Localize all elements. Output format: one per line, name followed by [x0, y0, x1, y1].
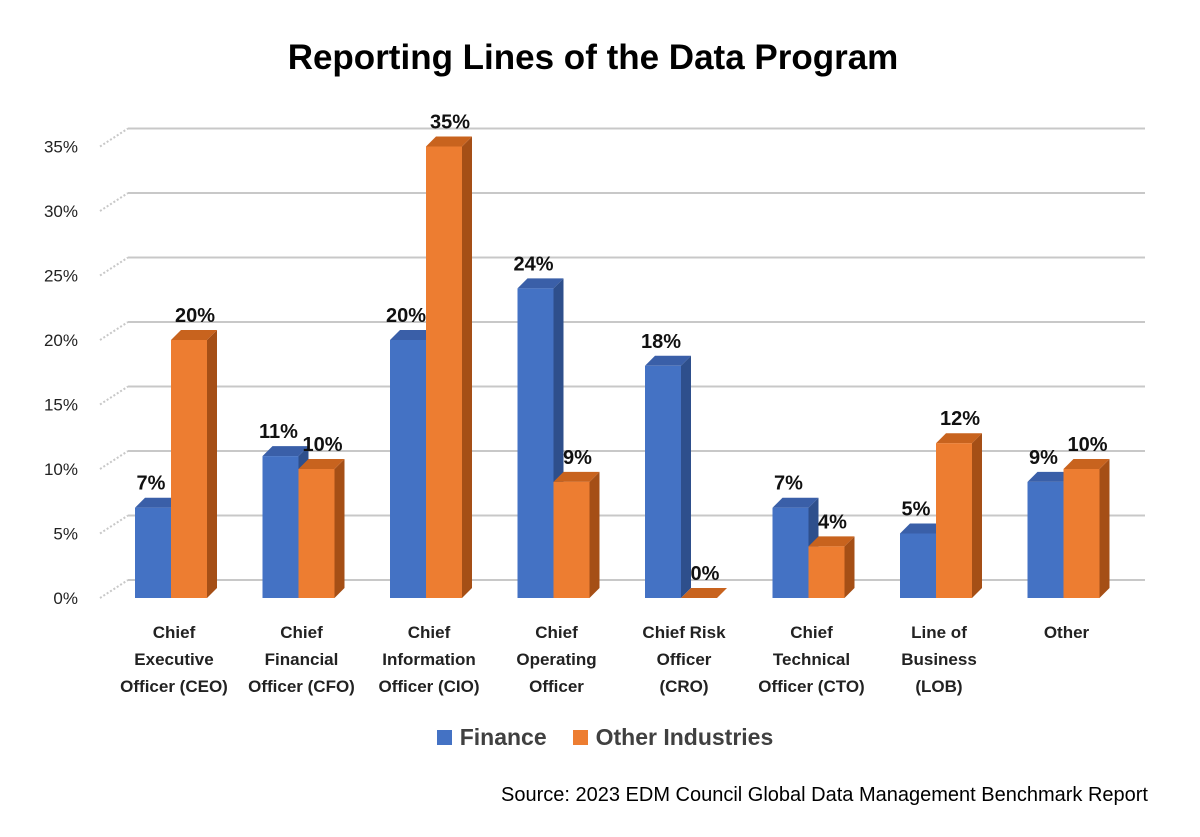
data-label-other-industries: 12%	[940, 408, 980, 430]
data-label-finance: 24%	[513, 253, 553, 275]
bars-layer	[135, 136, 1110, 598]
gridline	[99, 385, 1145, 406]
data-label-other-industries: 35%	[430, 112, 470, 134]
data-label-other-industries: 20%	[175, 305, 215, 327]
y-tick-label: 5%	[53, 525, 78, 544]
data-label-finance: 7%	[137, 473, 166, 495]
data-label-other-industries: 0%	[691, 563, 720, 585]
source-note: Source: 2023 EDM Council Global Data Man…	[501, 784, 1148, 806]
bar-other-industries	[681, 588, 727, 598]
data-label-finance: 11%	[259, 421, 298, 443]
y-tick-label: 15%	[44, 396, 78, 415]
x-category-label: Chief Financial Officer (CFO)	[248, 623, 355, 696]
data-label-other-industries: 9%	[563, 447, 592, 469]
data-label-other-industries: 10%	[302, 434, 342, 456]
data-label-other-industries: 10%	[1067, 434, 1107, 456]
legend-item-finance: Finance	[436, 724, 547, 751]
gridline	[99, 450, 1145, 470]
bar-other-industries	[936, 433, 982, 598]
legend-label-other-industries: Other Industries	[595, 724, 774, 750]
legend-swatch-finance	[436, 730, 452, 745]
y-tick-label: 35%	[44, 138, 78, 157]
x-category-label: Chief Operating Officer	[516, 623, 596, 696]
grid-layer	[99, 127, 1145, 599]
gridline	[99, 321, 1145, 341]
y-tick-label: 25%	[44, 267, 78, 286]
bar-finance	[390, 330, 436, 598]
data-label-finance: 7%	[774, 473, 803, 495]
legend-item-other-industries: Other Industries	[572, 724, 774, 751]
bar-other-industries	[426, 136, 472, 598]
x-category-label: Line of Business (LOB)	[901, 623, 977, 696]
data-label-other-industries: 4%	[818, 511, 847, 533]
gridline	[99, 256, 1145, 277]
legend: Finance Other Industries	[0, 724, 1200, 751]
y-tick-label: 10%	[44, 460, 78, 479]
gridline	[99, 579, 1145, 599]
data-labels-layer: 7%20%11%10%20%35%24%9%18%0%7%4%5%12%9%10…	[137, 112, 1108, 586]
x-category-label: Chief Information Officer (CIO)	[378, 623, 479, 696]
legend-swatch-other-industries	[572, 730, 588, 745]
data-label-finance: 20%	[386, 305, 426, 327]
y-tick-label: 0%	[53, 589, 78, 608]
x-category-label: Other	[1044, 623, 1090, 642]
gridline	[99, 514, 1145, 535]
data-label-finance: 5%	[902, 499, 931, 521]
legend-label-finance: Finance	[459, 724, 547, 750]
y-tick-label: 20%	[44, 331, 78, 350]
x-category-label: Chief Technical Officer (CTO)	[758, 623, 864, 696]
gridline	[99, 127, 1145, 148]
x-axis-categories: Chief Executive Officer (CEO) Chief Financia…	[120, 623, 1089, 696]
data-label-finance: 9%	[1029, 447, 1058, 469]
y-axis-ticks: 0% 5% 10% 15% 20% 25% 30% 35%	[44, 138, 78, 609]
y-tick-label: 30%	[44, 202, 78, 221]
x-category-label: Chief Risk Officer (CRO)	[642, 623, 726, 696]
x-category-label: Chief Executive Officer (CEO)	[120, 623, 228, 696]
bar-other-industries	[171, 330, 217, 598]
bar-other-industries	[808, 536, 855, 598]
bar-other-industries	[1063, 459, 1110, 598]
data-label-finance: 18%	[641, 331, 681, 353]
bar-finance	[645, 355, 691, 598]
bar-other-industries	[553, 471, 600, 598]
bar-other-industries	[298, 459, 345, 598]
gridline	[99, 192, 1145, 212]
chart-title: Reporting Lines of the Data Program	[287, 38, 899, 77]
